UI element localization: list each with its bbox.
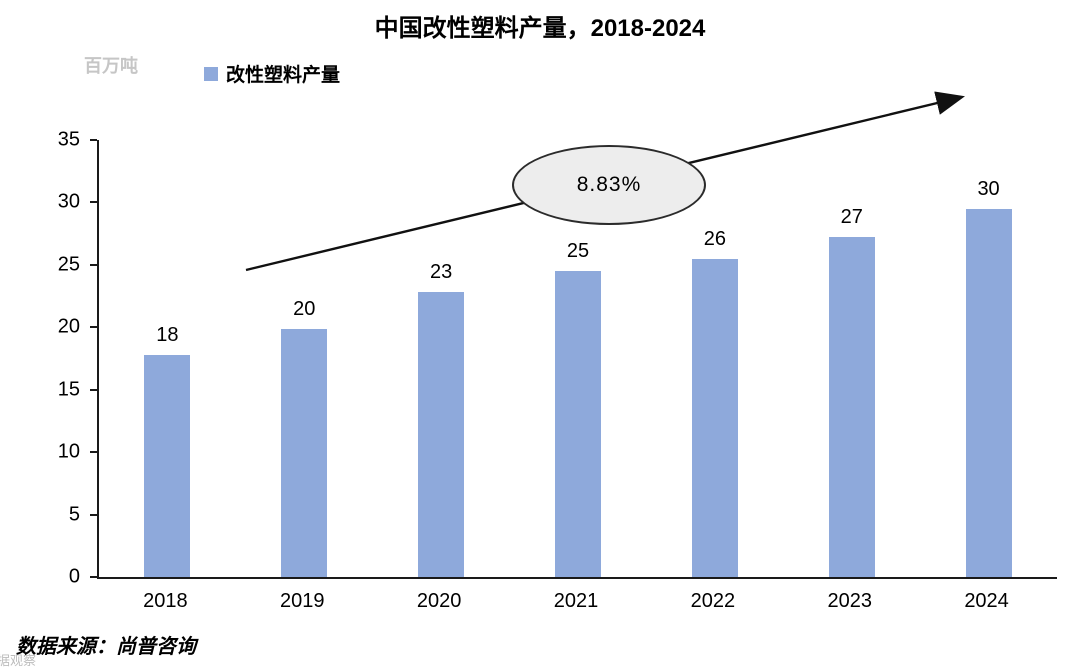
y-tick-label-30: 30 — [57, 190, 80, 213]
bar-2020 — [418, 292, 465, 577]
x-tick-label-2024: 2024 — [964, 590, 1009, 612]
y-axis-ticks — [90, 139, 97, 578]
chart-title: 中国改性塑料产量，2018-2024 — [374, 15, 706, 42]
y-tick-label-0: 0 — [68, 565, 80, 588]
y-tick-mark-35 — [90, 139, 97, 141]
bar-value-label-2022: 26 — [703, 227, 726, 250]
y-tick-mark-20 — [90, 326, 97, 329]
bar-value-label-2019: 20 — [293, 297, 316, 320]
x-tick-label-2021: 2021 — [553, 590, 599, 612]
bar-2018 — [144, 354, 191, 577]
x-tick-label-2019: 2019 — [280, 590, 325, 612]
y-tick-mark-0 — [90, 576, 97, 578]
y-tick-mark-30 — [90, 201, 97, 204]
bar-2022 — [691, 258, 738, 577]
y-tick-label-15: 15 — [57, 378, 80, 401]
y-tick-label-10: 10 — [57, 440, 80, 463]
bar-value-label-2020: 23 — [430, 261, 453, 284]
watermark: 据观察 — [0, 653, 37, 667]
legend-label: 改性塑料产量 — [226, 65, 341, 86]
x-axis-labels: 2018 2019 2020 2021 2022 2023 2024 — [97, 590, 1055, 620]
bar-value-label-2024: 30 — [977, 177, 1000, 200]
y-tick-label-5: 5 — [68, 503, 80, 526]
y-tick-mark-15 — [90, 388, 97, 391]
bar-2021 — [555, 271, 601, 577]
x-tick-label-2020: 2020 — [416, 590, 462, 612]
y-axis-labels: 0 5 10 15 20 25 30 35 — [25, 129, 80, 588]
y-tick-label-35: 35 — [57, 128, 80, 151]
bar-2023 — [828, 237, 875, 577]
bar-value-label-2023: 27 — [840, 206, 863, 229]
x-tick-label-2018: 2018 — [143, 590, 188, 612]
cagr-annotation: 8.83% — [512, 145, 706, 225]
y-tick-mark-5 — [90, 513, 97, 516]
legend: 改性塑料产量 — [204, 60, 340, 87]
bar-2024 — [965, 208, 1012, 577]
y-tick-label-25: 25 — [57, 253, 80, 276]
bar-value-label-2018: 18 — [156, 323, 179, 346]
legend-swatch — [204, 66, 218, 81]
y-axis-unit-label: 百万吨 — [84, 56, 138, 76]
source-text: 数据来源：尚普咨询 — [16, 636, 196, 658]
x-tick-label-2023: 2023 — [827, 590, 872, 612]
y-tick-mark-10 — [90, 451, 97, 454]
y-tick-label-20: 20 — [57, 315, 80, 338]
y-tick-mark-25 — [90, 263, 97, 266]
cagr-annotation-label: 8.83% — [576, 173, 642, 196]
bar-value-label-2021: 25 — [566, 240, 590, 263]
x-tick-label-2022: 2022 — [690, 590, 736, 612]
bar-2019 — [281, 328, 328, 577]
